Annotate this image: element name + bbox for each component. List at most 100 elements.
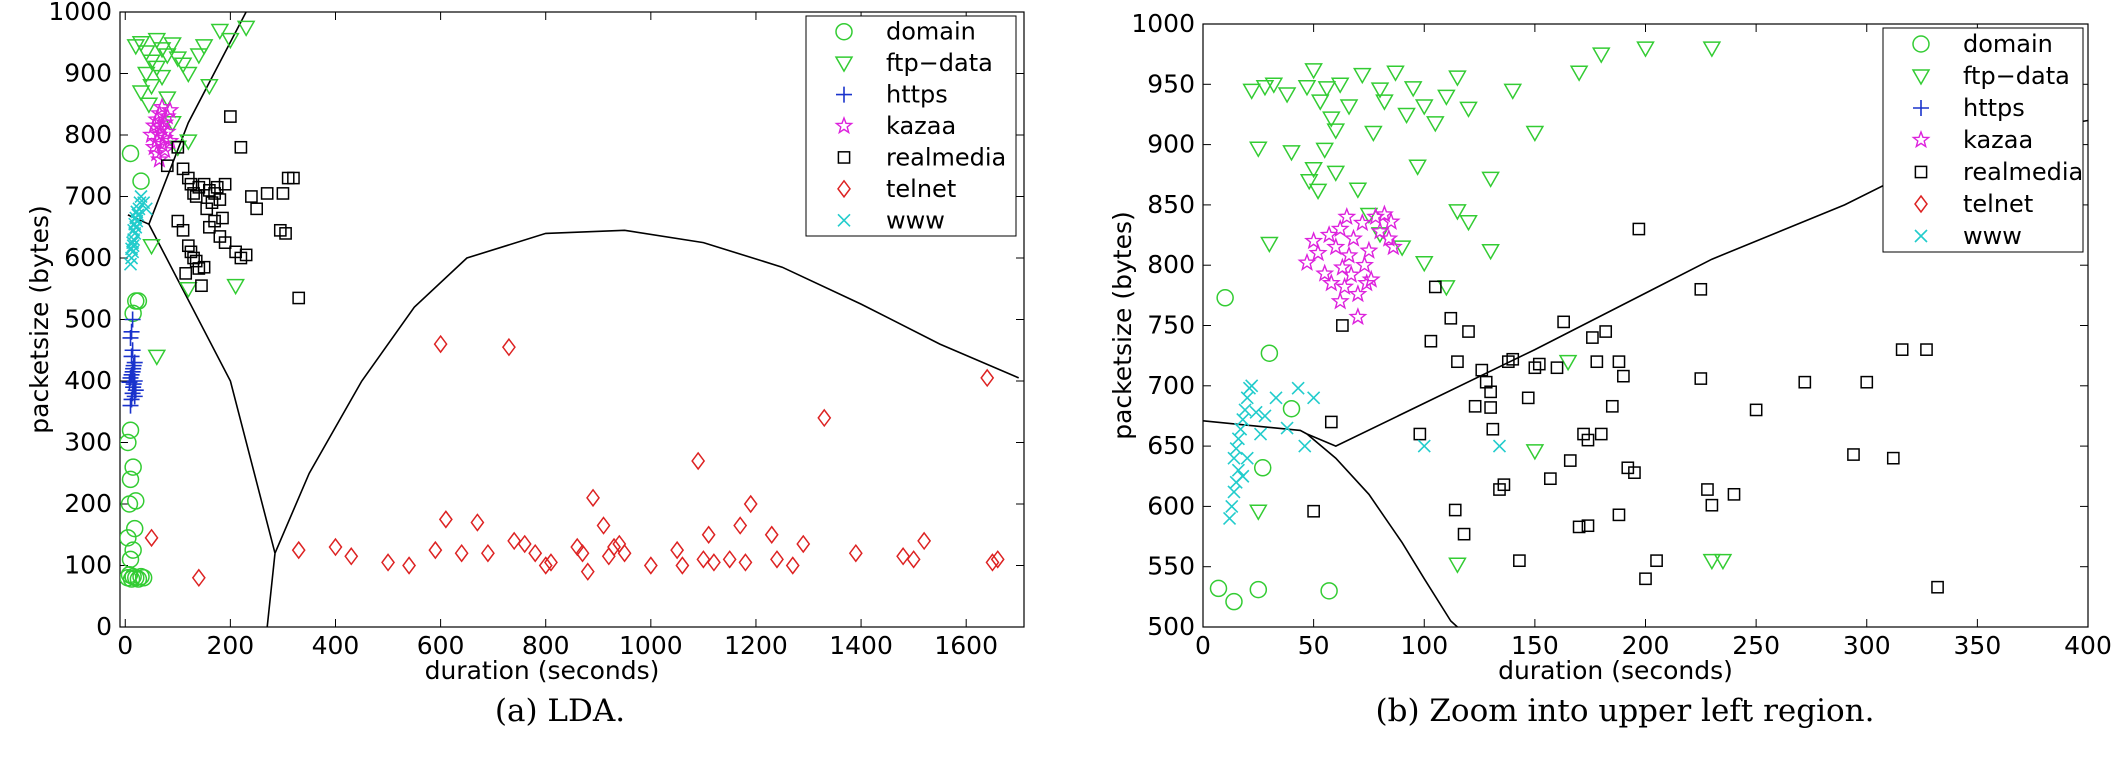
data-point — [124, 541, 142, 559]
x-tick-label: 1200 — [724, 631, 788, 660]
data-point — [1337, 207, 1357, 226]
data-point — [328, 537, 343, 557]
legend: domain ftp−data https kazaa realmedia telnet w… — [1882, 27, 2084, 253]
data-point — [1332, 257, 1352, 276]
data-point — [125, 376, 142, 393]
series-realmedia — [160, 110, 306, 305]
data-point — [1417, 439, 1431, 453]
data-point — [142, 238, 161, 256]
data-point — [191, 568, 206, 588]
data-point — [1931, 580, 1944, 594]
legend-marker — [834, 56, 854, 73]
data-point — [123, 391, 140, 408]
data-point — [218, 236, 232, 249]
data-point — [1336, 319, 1349, 332]
panel-a-lda: 0 200 400 600 800 1000 1200 1400 1600 0 100 200 300 4… — [25, 0, 1025, 729]
data-point — [122, 369, 139, 386]
data-point — [528, 543, 543, 563]
data-point — [586, 488, 600, 508]
data-point — [1847, 448, 1860, 461]
decision-boundary — [266, 553, 276, 627]
data-point — [218, 177, 232, 191]
data-point — [433, 334, 448, 354]
data-point — [1403, 81, 1423, 98]
data-point — [216, 211, 229, 225]
data-point — [601, 547, 616, 566]
data-point — [152, 97, 172, 116]
data-point — [142, 54, 161, 71]
data-point — [1216, 289, 1234, 307]
data-point — [1269, 391, 1283, 405]
data-point — [517, 534, 532, 554]
legend-label: www — [886, 206, 945, 234]
data-point — [184, 177, 198, 191]
decision-boundary — [148, 12, 247, 225]
data-point — [691, 451, 706, 471]
data-point — [121, 374, 138, 391]
y-tick-label: 550 — [1147, 552, 1195, 581]
data-point — [124, 458, 142, 476]
data-point — [250, 202, 264, 216]
data-point — [1426, 116, 1445, 133]
legend-marker — [835, 22, 853, 41]
data-point — [147, 32, 167, 50]
data-point — [1590, 355, 1604, 369]
data-point — [1591, 47, 1611, 64]
data-point — [1920, 343, 1933, 356]
data-point — [1886, 451, 1900, 465]
legend-label: telnet — [886, 175, 956, 203]
data-point — [1307, 391, 1321, 405]
data-point — [1392, 240, 1412, 257]
data-point — [189, 48, 209, 65]
data-point — [1481, 243, 1500, 261]
data-point — [1713, 553, 1733, 571]
y-tick-label: 900 — [64, 59, 112, 88]
data-point — [1492, 439, 1507, 453]
data-point — [224, 110, 237, 123]
data-point — [292, 291, 306, 305]
y-tick-label: 600 — [1147, 491, 1195, 520]
y-tick-label: 700 — [64, 182, 112, 211]
data-point — [1451, 355, 1464, 369]
data-point — [125, 519, 144, 538]
x-tick-label: 250 — [1732, 631, 1780, 660]
data-point — [1299, 174, 1319, 191]
data-point — [985, 553, 1000, 572]
y-tick-label: 100 — [64, 551, 112, 580]
data-point — [1359, 207, 1379, 225]
data-point — [1594, 427, 1608, 441]
data-point — [980, 368, 995, 388]
data-point — [189, 190, 203, 203]
data-point — [1366, 207, 1386, 226]
data-point — [1255, 79, 1275, 97]
data-point — [1493, 483, 1506, 496]
data-point — [1459, 101, 1478, 118]
data-point — [1636, 41, 1655, 58]
data-point — [1253, 427, 1268, 441]
data-point — [132, 172, 150, 190]
data-point — [1550, 361, 1564, 375]
data-point — [1503, 83, 1523, 100]
data-point — [245, 190, 258, 203]
data-point — [160, 131, 180, 150]
data-point — [1225, 499, 1239, 513]
data-point — [1569, 65, 1589, 82]
data-point — [144, 115, 164, 134]
data-point — [738, 553, 753, 572]
data-point — [1413, 427, 1427, 441]
y-tick-label: 650 — [1147, 431, 1195, 460]
data-point — [1359, 240, 1379, 259]
data-point — [701, 525, 716, 544]
data-point — [152, 69, 172, 87]
data-point — [1326, 237, 1346, 256]
data-point — [205, 196, 219, 210]
legend-marker — [837, 179, 851, 199]
series-https — [121, 311, 144, 414]
series-telnet — [144, 334, 1005, 588]
data-point — [147, 349, 167, 366]
data-point — [1501, 355, 1515, 369]
data-point — [1260, 236, 1279, 254]
data-point — [722, 550, 737, 569]
data-point — [1386, 65, 1405, 82]
data-point — [1408, 159, 1427, 176]
